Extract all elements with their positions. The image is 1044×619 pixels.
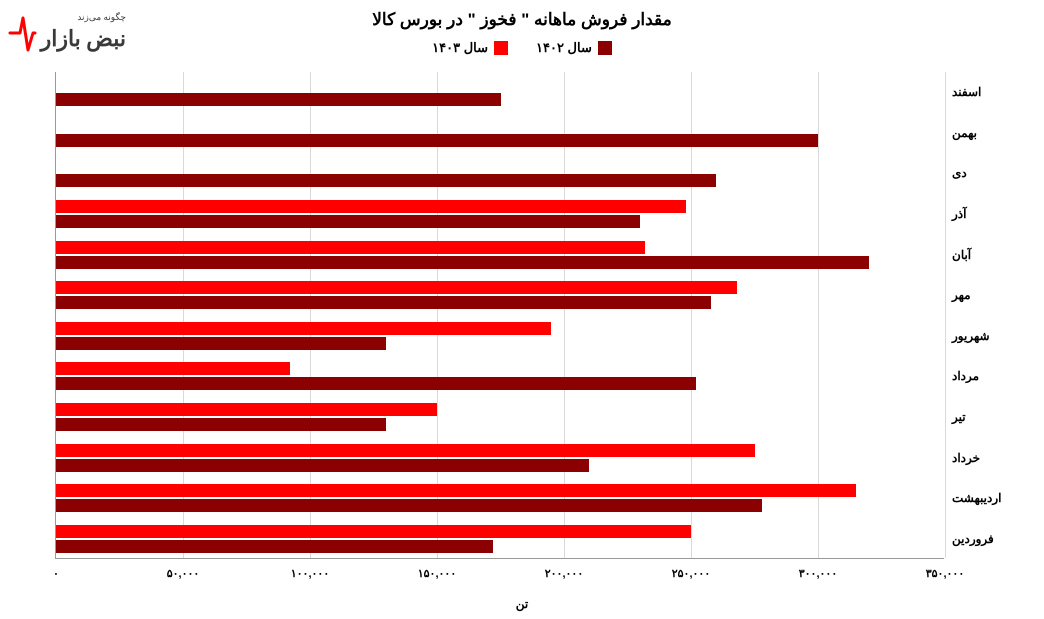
y-category-label: فروردین [952, 532, 1034, 546]
legend-swatch-1402 [598, 41, 612, 55]
y-category-label: مهر [952, 288, 1034, 302]
bar-1403 [56, 362, 290, 375]
y-category-label: مرداد [952, 369, 1034, 383]
bar-1402 [56, 215, 640, 228]
bar-1403 [56, 525, 691, 538]
bar-1402 [56, 377, 696, 390]
x-tick-label: ۵۰,۰۰۰ [167, 567, 200, 580]
x-tick-label: ۳۵۰,۰۰۰ [926, 567, 965, 580]
chart-title: مقدار فروش ماهانه " فخوز " در بورس کالا [0, 0, 1044, 30]
bar-1402 [56, 174, 716, 187]
bar-1403 [56, 200, 686, 213]
bar-1403 [56, 281, 737, 294]
y-category-label: آذر [952, 207, 1034, 221]
y-category-label: دی [952, 166, 1034, 180]
bar-1402 [56, 418, 386, 431]
bar-1402 [56, 134, 818, 147]
bar-1403 [56, 322, 551, 335]
x-tick-label: ۱۰۰,۰۰۰ [291, 567, 330, 580]
legend-swatch-1403 [494, 41, 508, 55]
plot-area: ۰۵۰,۰۰۰۱۰۰,۰۰۰۱۵۰,۰۰۰۲۰۰,۰۰۰۲۵۰,۰۰۰۳۰۰,۰… [55, 72, 944, 559]
y-category-label: اسفند [952, 85, 1034, 99]
chart-legend: سال ۱۴۰۲ سال ۱۴۰۳ [0, 40, 1044, 56]
legend-item-1403: سال ۱۴۰۳ [432, 40, 508, 56]
bar-1403 [56, 241, 645, 254]
bar-1402 [56, 337, 386, 350]
bar-1403 [56, 484, 856, 497]
x-tick-label: ۲۰۰,۰۰۰ [545, 567, 584, 580]
y-category-label: شهریور [952, 329, 1034, 343]
legend-label-1403: سال ۱۴۰۳ [432, 40, 488, 56]
y-category-label: بهمن [952, 126, 1034, 140]
logo-tagline: چگونه می‌زند [77, 11, 126, 23]
grid-line [945, 72, 946, 558]
y-category-label: تیر [952, 410, 1034, 424]
x-tick-label: ۲۵۰,۰۰۰ [672, 567, 711, 580]
logo-main-text: نبض بازار [39, 26, 126, 52]
y-category-label: خرداد [952, 451, 1034, 465]
brand-logo: چگونه می‌زند نبض بازار [8, 8, 128, 58]
y-category-label: آبان [952, 248, 1034, 262]
bar-1402 [56, 459, 589, 472]
legend-label-1402: سال ۱۴۰۲ [536, 40, 592, 56]
bar-1402 [56, 93, 501, 106]
bar-1403 [56, 444, 755, 457]
bar-1402 [56, 256, 869, 269]
x-tick-label: ۳۰۰,۰۰۰ [799, 567, 838, 580]
bar-1402 [56, 499, 762, 512]
x-tick-label: ۱۵۰,۰۰۰ [418, 567, 457, 580]
x-axis-label: تن [516, 597, 528, 611]
bar-1402 [56, 296, 711, 309]
bar-1402 [56, 540, 493, 553]
x-tick-label: ۰ [53, 567, 59, 580]
y-category-label: اردیبهشت [952, 491, 1034, 505]
legend-item-1402: سال ۱۴۰۲ [536, 40, 612, 56]
bar-1403 [56, 403, 437, 416]
